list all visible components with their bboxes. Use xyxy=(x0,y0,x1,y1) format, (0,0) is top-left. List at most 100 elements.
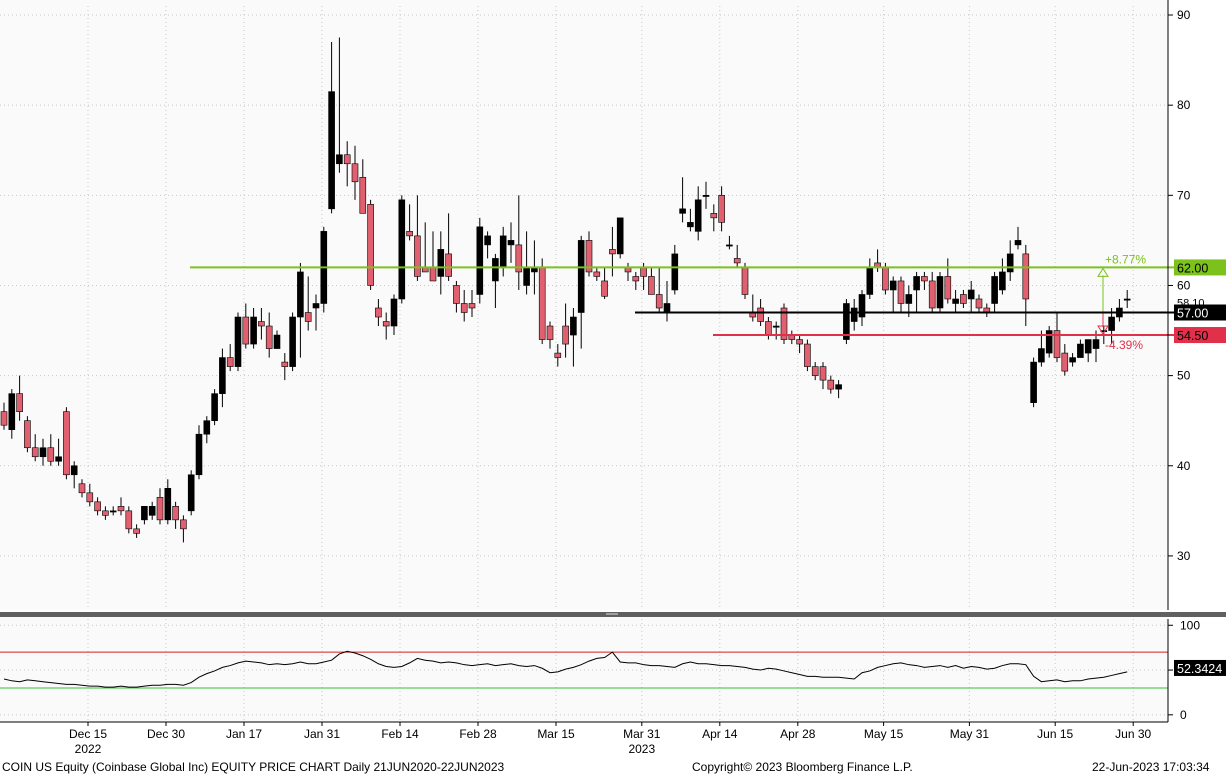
pct-up-label: +8.77% xyxy=(1105,252,1146,266)
candle-body xyxy=(827,379,835,390)
candle-body xyxy=(1022,253,1030,300)
panel-divider xyxy=(0,612,1226,617)
x-tick-label: Mar 31 xyxy=(623,727,661,741)
candle-body xyxy=(546,325,554,340)
candle-body xyxy=(679,208,686,214)
candle-body xyxy=(952,298,959,304)
price-levels xyxy=(190,259,1226,344)
candle-body xyxy=(702,195,710,197)
candle-body xyxy=(1077,343,1084,358)
candle-body xyxy=(663,303,671,313)
x-tick-label: Jun 30 xyxy=(1115,727,1151,741)
candle-body xyxy=(515,244,523,273)
candle-body xyxy=(164,487,172,521)
candle-body xyxy=(507,240,515,246)
candle-body xyxy=(1108,316,1115,331)
candle-body xyxy=(694,199,702,232)
x-tick-year-label: 2023 xyxy=(628,742,655,756)
candlestick-series xyxy=(0,37,1131,543)
x-tick-label: Dec 30 xyxy=(147,727,185,741)
candle-body xyxy=(944,276,952,300)
candle-body xyxy=(936,276,944,309)
footer-security-description: COIN US Equity (Coinbase Global Inc) EQU… xyxy=(2,760,505,774)
candle-body xyxy=(297,271,304,318)
candle-body xyxy=(437,249,445,277)
candle-body xyxy=(250,316,257,345)
candle-body xyxy=(538,267,546,340)
price-level-label: 54.50 xyxy=(1177,329,1208,343)
candle-body xyxy=(913,276,920,291)
rsi-grid xyxy=(0,616,1168,722)
candle-body xyxy=(304,312,312,322)
candle-body xyxy=(1069,357,1076,363)
rsi-tick-label: 0 xyxy=(1180,708,1187,722)
candle-body xyxy=(850,307,858,322)
candle-body xyxy=(453,285,460,304)
candle-body xyxy=(382,321,390,327)
candle-body xyxy=(55,456,62,462)
candle-body xyxy=(1045,330,1053,354)
price-level-label: 62.00 xyxy=(1177,261,1208,275)
rsi-line xyxy=(3,650,1128,688)
candle-body xyxy=(156,497,164,521)
x-tick-label: Jun 15 xyxy=(1037,727,1073,741)
candle-body xyxy=(492,258,499,282)
candle-body xyxy=(47,447,55,462)
candle-body xyxy=(1092,339,1100,349)
x-tick-label: May 15 xyxy=(864,727,904,741)
pct-down-arrowhead xyxy=(1097,325,1109,335)
last-price-label: 58.10 xyxy=(1177,298,1205,310)
rsi-series xyxy=(0,650,1226,689)
candle-body xyxy=(1030,361,1037,403)
candle-body xyxy=(1006,253,1014,273)
candle-body xyxy=(375,307,382,318)
candle-body xyxy=(843,303,850,340)
candle-body xyxy=(671,253,679,291)
x-tick-label: Jan 17 xyxy=(226,727,262,741)
candle-body xyxy=(499,235,507,268)
candle-body xyxy=(109,510,117,513)
candle-body xyxy=(882,267,889,291)
price-level-tag xyxy=(1174,327,1226,344)
candle-body xyxy=(523,267,530,286)
x-tick-label: Apr 28 xyxy=(780,727,816,741)
candle-body xyxy=(289,316,296,367)
candle-body xyxy=(328,91,335,210)
candle-body xyxy=(476,226,484,295)
candle-body xyxy=(367,204,374,286)
candle-body xyxy=(70,465,78,476)
candle-body xyxy=(757,307,764,322)
candle-body xyxy=(858,294,866,318)
candle-body xyxy=(991,276,998,304)
price-level-tag xyxy=(1174,304,1226,321)
candle-body xyxy=(960,294,967,304)
candle-body xyxy=(648,276,655,295)
candle-body xyxy=(265,325,273,349)
candle-body xyxy=(187,474,195,512)
candle-body xyxy=(1084,339,1092,354)
candle-body xyxy=(632,276,640,282)
candle-body xyxy=(234,316,242,367)
price-level-label: 57.00 xyxy=(1177,307,1208,321)
candle-body xyxy=(78,483,86,494)
candle-body xyxy=(835,384,842,390)
candle-body xyxy=(718,195,725,223)
candle-body xyxy=(616,217,624,255)
candle-body xyxy=(570,316,577,336)
candle-body xyxy=(999,271,1006,291)
candle-body xyxy=(921,276,928,282)
y-tick-label: 30 xyxy=(1177,549,1191,563)
candle-body xyxy=(24,420,31,449)
candle-body xyxy=(928,280,936,309)
candle-body xyxy=(180,519,187,530)
candle-body xyxy=(905,294,913,304)
candle-body xyxy=(102,510,109,516)
y-tick-label: 90 xyxy=(1177,8,1191,22)
pct-down-label: -4.39% xyxy=(1105,338,1143,352)
rsi-last-tag xyxy=(1174,659,1226,676)
candle-body xyxy=(585,240,593,273)
candle-body xyxy=(1038,348,1045,363)
pct-up-arrowhead xyxy=(1097,267,1109,277)
candle-body xyxy=(141,506,148,521)
candle-body xyxy=(460,303,468,313)
